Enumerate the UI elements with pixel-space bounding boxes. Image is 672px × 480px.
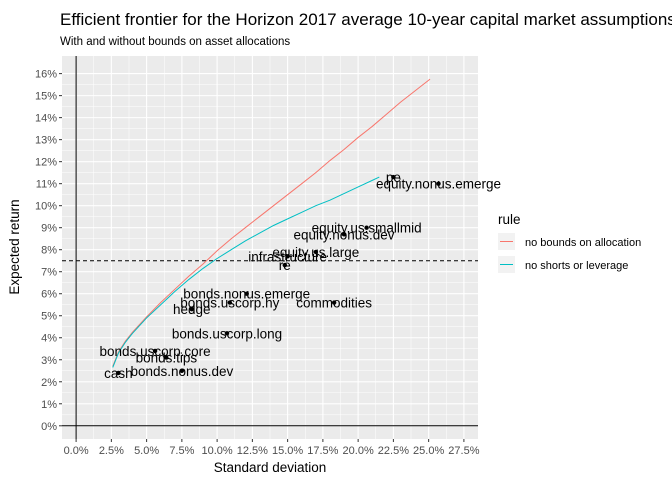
y-tick-label: 6% — [41, 289, 57, 301]
asset-label: equity.nonus.dev — [293, 227, 394, 242]
y-tick-label: 2% — [41, 377, 57, 389]
asset-label: bonds.uscorp.core — [100, 344, 211, 359]
asset-point — [391, 174, 396, 180]
asset-point — [152, 348, 158, 354]
y-tick-label: 1% — [41, 399, 57, 411]
y-axis-ticks: 0% 1% 2% 3% 4% 5% 6% 7% 8% 9% 10% 11% 12% 13% 14% 15% 16… — [35, 69, 62, 433]
legend-label: no bounds on allocation — [525, 237, 641, 249]
legend: rule no bounds on allocation no shorts or… — [498, 212, 641, 273]
y-tick-label: 16% — [35, 69, 57, 81]
x-tick-label: 12.5% — [237, 445, 268, 457]
asset-label: bonds.nonus.dev — [130, 364, 233, 379]
asset-label: bonds.nonus.emerge — [183, 287, 310, 302]
x-tick-label: 7.5% — [169, 445, 194, 457]
asset-point — [164, 355, 169, 360]
asset-labels: cashbonds.nonus.devbonds.tipsbonds.uscor… — [100, 170, 502, 381]
x-tick-label: 0.0% — [64, 445, 89, 457]
asset-point — [244, 291, 249, 296]
asset-label: hedge — [173, 302, 211, 317]
x-tick-label: 27.5% — [448, 445, 479, 457]
asset-point — [285, 254, 290, 259]
y-tick-label: 7% — [41, 267, 57, 279]
x-tick-label: 25.0% — [413, 445, 444, 457]
asset-label: equity.us.large — [272, 245, 359, 260]
asset-label: cash — [104, 366, 133, 381]
asset-point — [189, 306, 194, 312]
asset-label: commodities — [296, 296, 372, 311]
asset-point — [224, 331, 230, 336]
y-tick-label: 15% — [35, 91, 57, 103]
asset-point — [282, 262, 288, 268]
y-tick-label: 9% — [41, 223, 57, 235]
legend-label: no shorts or leverage — [525, 260, 628, 272]
legend-title: rule — [498, 212, 521, 227]
asset-label: bonds.uscorp.long — [172, 326, 282, 341]
y-tick-label: 13% — [35, 135, 57, 147]
x-tick-label: 17.5% — [307, 445, 338, 457]
x-tick-label: 5.0% — [134, 445, 159, 457]
asset-label: infrastructure — [248, 249, 327, 264]
x-tick-label: 10.0% — [202, 445, 233, 457]
asset-point — [116, 370, 121, 376]
chart-title: Efficient frontier for the Horizon 2017 … — [60, 10, 672, 29]
y-tick-label: 14% — [35, 113, 57, 125]
asset-point — [364, 225, 369, 230]
y-tick-label: 8% — [41, 245, 57, 257]
asset-label: equity.us.smallmid — [312, 221, 422, 236]
grid — [62, 56, 478, 439]
asset-label: pe — [386, 170, 401, 185]
y-tick-label: 0% — [41, 421, 57, 433]
asset-point — [179, 368, 185, 373]
x-tick-label: 22.5% — [378, 445, 409, 457]
y-tick-label: 12% — [35, 157, 57, 169]
asset-label: re — [279, 258, 291, 273]
reference-lines — [62, 56, 478, 439]
series-line-2 — [112, 176, 380, 368]
y-tick-label: 10% — [35, 201, 57, 213]
asset-point — [341, 232, 347, 237]
asset-point — [227, 300, 233, 305]
asset-label: bonds.uscorp.hy — [180, 296, 279, 311]
x-tick-label: 15.0% — [272, 445, 303, 457]
x-tick-label: 2.5% — [99, 445, 124, 457]
asset-label: bonds.tips — [136, 351, 198, 366]
asset-label: equity.nonus.emerge — [376, 177, 501, 192]
frontier-lines — [112, 78, 431, 368]
x-axis-title: Standard deviation — [214, 460, 327, 475]
asset-point — [313, 249, 319, 255]
asset-point — [436, 181, 441, 186]
asset-points — [116, 174, 441, 376]
y-tick-label: 3% — [41, 355, 57, 367]
y-tick-label: 4% — [41, 333, 57, 345]
x-axis-ticks: 0.0% 2.5% 5.0% 7.5% 10.0% 12.5% 15.0% 17.5% 20.0… — [64, 439, 480, 457]
y-axis-title: Expected return — [7, 199, 22, 294]
x-tick-label: 20.0% — [343, 445, 374, 457]
y-tick-label: 5% — [41, 311, 57, 323]
asset-point — [331, 300, 337, 305]
y-tick-label: 11% — [36, 179, 57, 191]
series-line-1 — [112, 78, 431, 367]
chart-subtitle: With and without bounds on asset allocat… — [60, 36, 290, 48]
